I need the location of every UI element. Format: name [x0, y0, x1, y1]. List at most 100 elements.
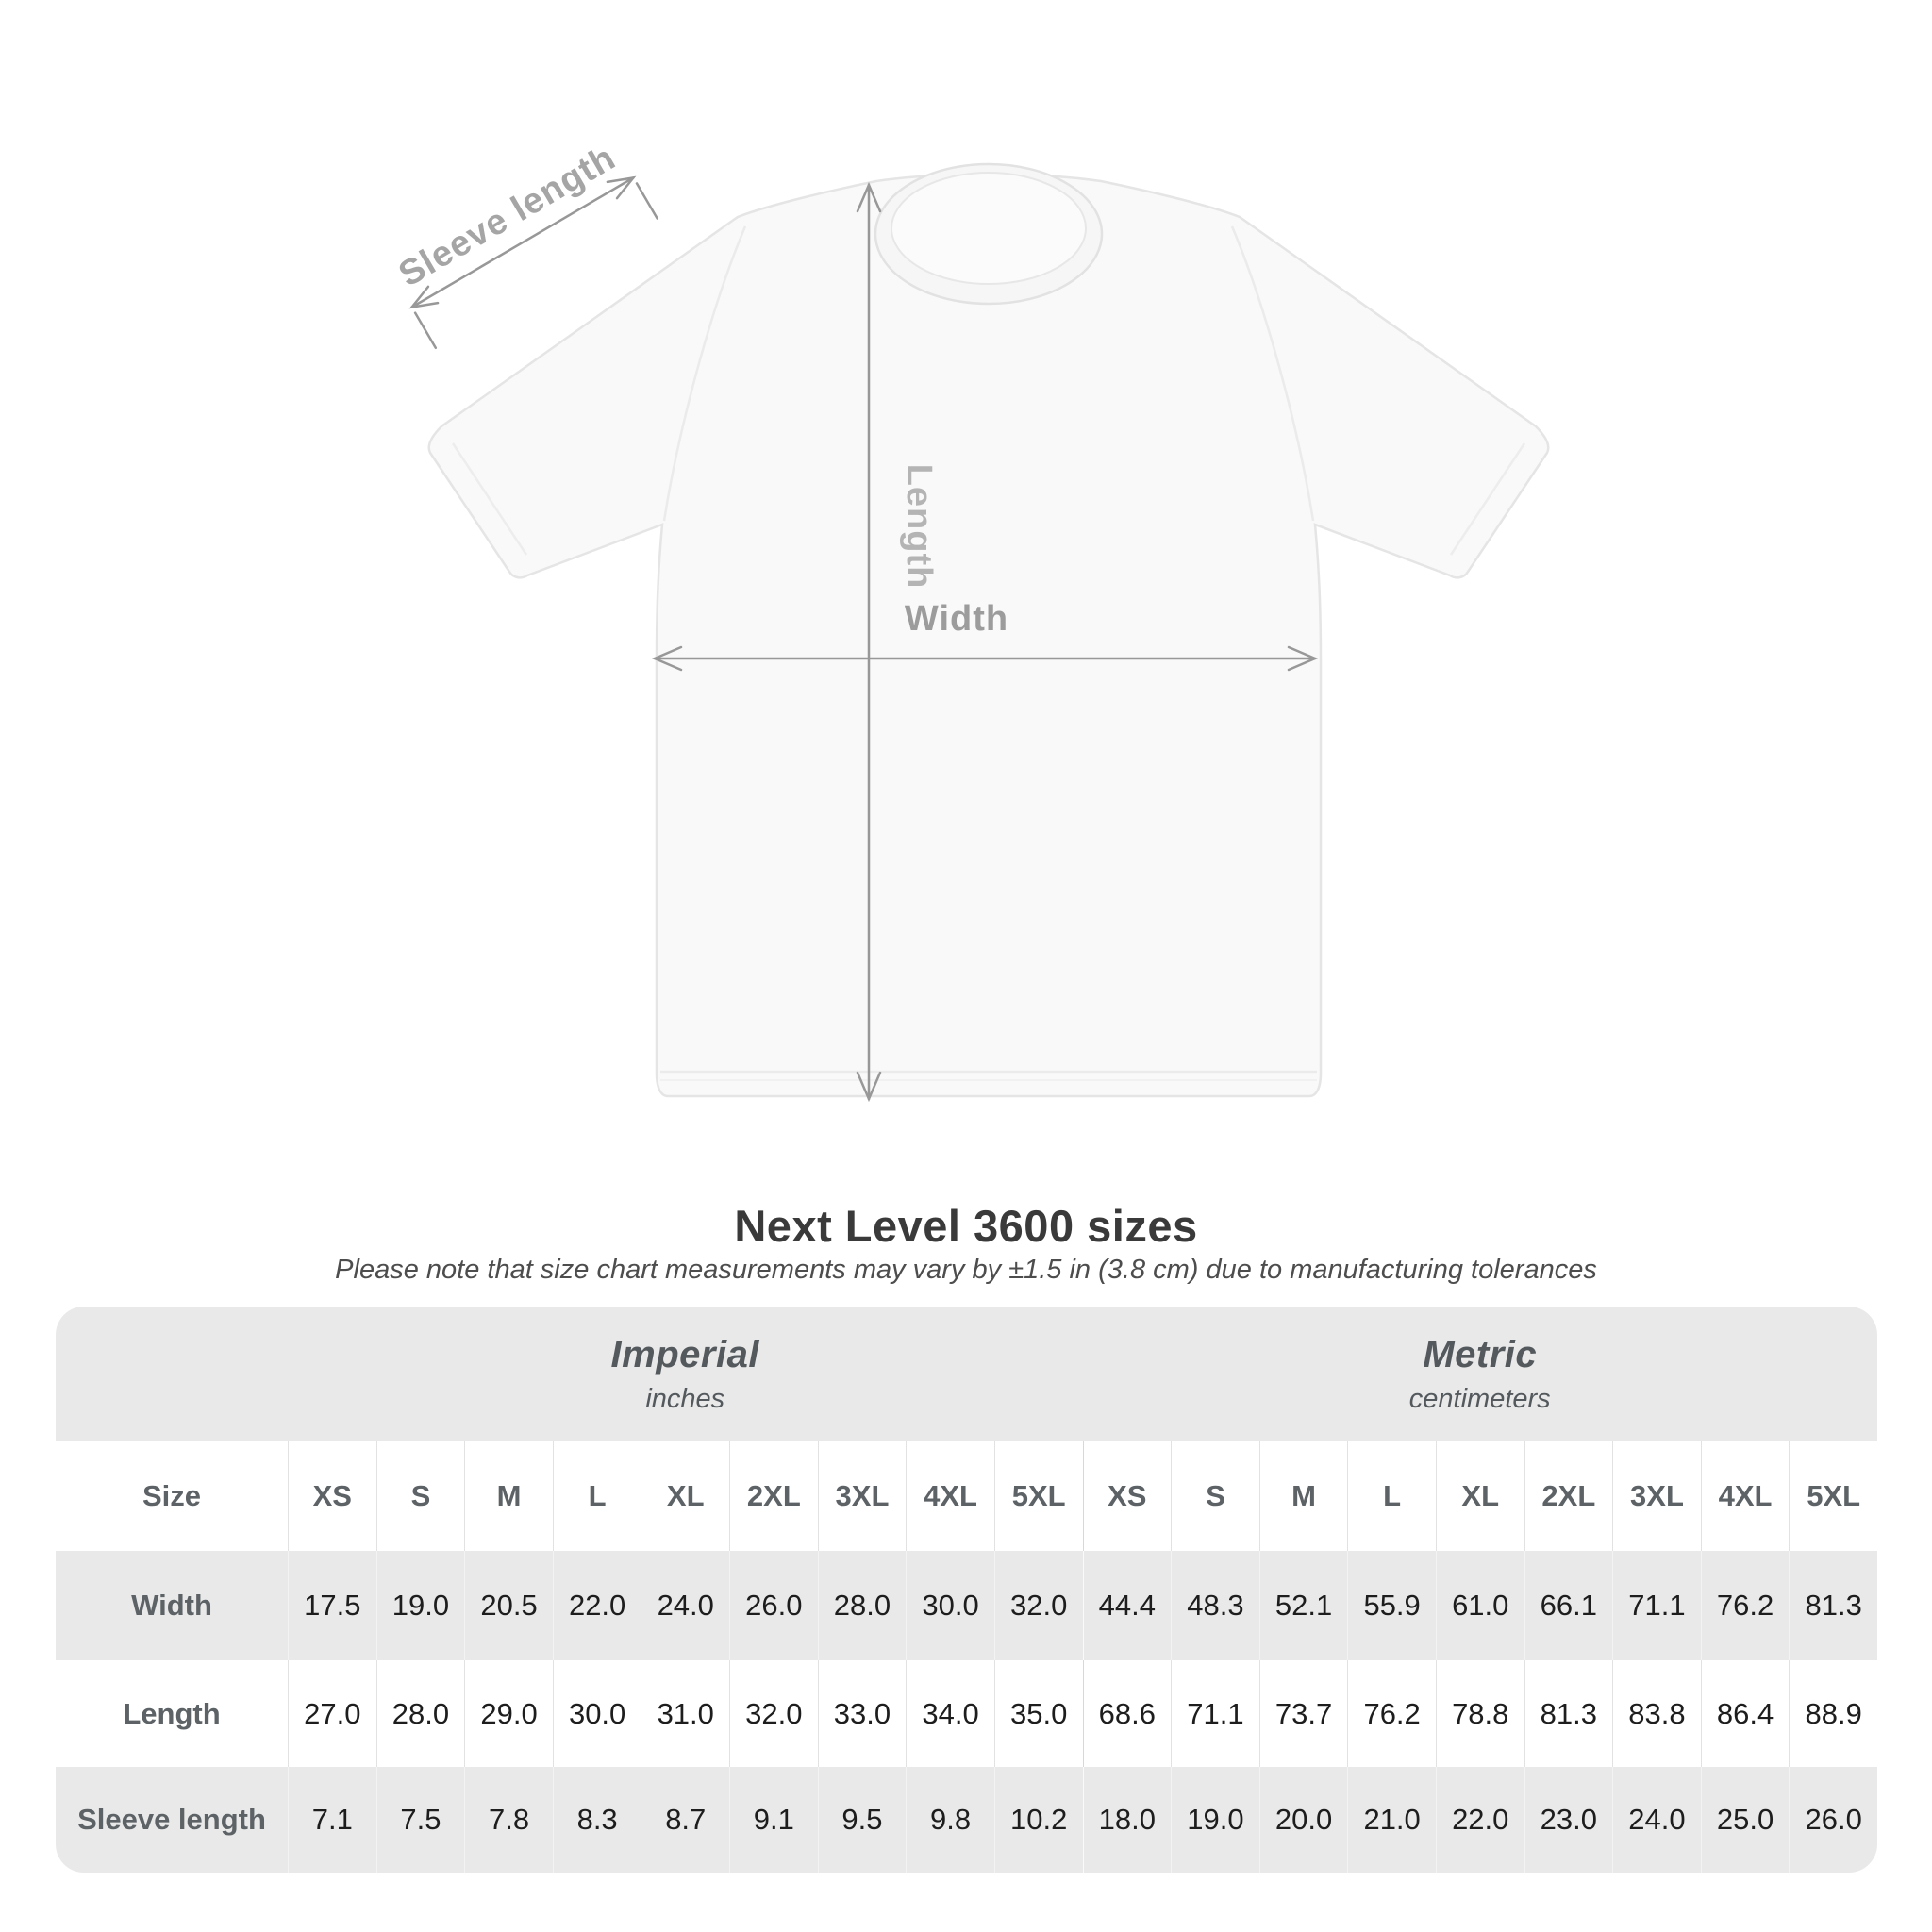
length-label: Length: [899, 464, 939, 590]
row-label-width: Width: [131, 1589, 212, 1622]
size-header-metric-4xl: 4XL: [1700, 1441, 1790, 1551]
page-title: Next Level 3600 sizes: [734, 1201, 1198, 1251]
measurement-cell-imperial: 34.0: [906, 1660, 994, 1767]
measurement-cell-metric: 26.0: [1789, 1767, 1877, 1873]
size-header-imperial-5xl: 5XL: [993, 1441, 1083, 1551]
measurement-cell-imperial: 31.0: [641, 1660, 729, 1767]
metric-title: Metric: [1423, 1333, 1538, 1375]
imperial-unit: inches: [645, 1383, 725, 1414]
measurement-cell-imperial: 28.0: [817, 1551, 907, 1660]
metric-unit: centimeters: [1408, 1383, 1551, 1414]
measurement-cell-imperial: 32.0: [993, 1551, 1083, 1660]
size-header-metric-s: S: [1171, 1441, 1259, 1551]
measurement-cell-imperial: 8.7: [641, 1767, 729, 1873]
measurement-cell-metric: 76.2: [1347, 1660, 1436, 1767]
measurement-cell-metric: 23.0: [1524, 1767, 1613, 1873]
table-row-width: Width 17.5 19.0 20.5 22.0 24.0 26.0 28.0 30.0 32.…: [56, 1551, 1877, 1660]
measurement-cell-imperial: 30.0: [552, 1660, 641, 1767]
size-header-imperial-s: S: [375, 1441, 465, 1551]
measurement-cell-imperial: 20.5: [464, 1551, 553, 1660]
measurement-cell-imperial: 35.0: [993, 1660, 1083, 1767]
measurement-cell-imperial: 9.8: [906, 1767, 994, 1873]
measurement-cell-metric: 18.0: [1082, 1767, 1172, 1873]
measurement-cell-imperial: 9.5: [817, 1767, 907, 1873]
metric-header: Metric centimeters: [1083, 1307, 1878, 1441]
size-header-metric-5xl: 5XL: [1789, 1441, 1877, 1551]
measurement-cell-metric: 66.1: [1524, 1551, 1613, 1660]
cuff-stitch-left: [451, 442, 528, 556]
measurement-cell-imperial: 26.0: [729, 1551, 818, 1660]
measurement-cell-imperial: 7.8: [464, 1767, 553, 1873]
measurement-cell-metric: 83.8: [1612, 1660, 1701, 1767]
size-header-metric-2xl: 2XL: [1524, 1441, 1613, 1551]
extension-tick-left: [413, 311, 438, 350]
measurement-cell-metric: 19.0: [1171, 1767, 1259, 1873]
measurement-cell-imperial: 10.2: [993, 1767, 1083, 1873]
table-row-sleeve-length: Sleeve length 7.1 7.5 7.8 8.3 8.7 9.1 9.5 9.8 10.…: [56, 1767, 1877, 1873]
measurement-cell-metric: 44.4: [1082, 1551, 1172, 1660]
width-arrow: Width: [651, 599, 1319, 672]
measurement-cell-metric: 71.1: [1171, 1660, 1259, 1767]
size-table-body: Width 17.5 19.0 20.5 22.0 24.0 26.0 28.0 30.0 32.…: [56, 1551, 1877, 1873]
measurement-cell-imperial: 8.3: [552, 1767, 641, 1873]
measurement-cell-imperial: 19.0: [375, 1551, 465, 1660]
measurement-cell-imperial: 29.0: [464, 1660, 553, 1767]
measurement-cell-imperial: 27.0: [288, 1660, 376, 1767]
unit-header-band: Imperial inches Metric centimeters: [56, 1307, 1877, 1441]
size-table: Imperial inches Metric centimeters Size X…: [56, 1307, 1877, 1873]
measurement-cell-imperial: 22.0: [552, 1551, 641, 1660]
size-header-metric-l: L: [1347, 1441, 1436, 1551]
tshirt-illustration: [427, 162, 1550, 1098]
size-header-imperial-xl: XL: [641, 1441, 729, 1551]
measurement-cell-metric: 61.0: [1435, 1551, 1524, 1660]
measurement-cell-imperial: 24.0: [641, 1551, 729, 1660]
tolerance-note: Please note that size chart measurements…: [335, 1255, 1597, 1285]
measurement-cell-metric: 68.6: [1082, 1660, 1172, 1767]
row-label-length: Length: [123, 1696, 221, 1730]
extension-tick-right: [635, 182, 658, 220]
table-row-length: Length 27.0 28.0 29.0 30.0 31.0 32.0 33.0 34.0 35…: [56, 1660, 1877, 1767]
size-header-imperial-2xl: 2XL: [729, 1441, 818, 1551]
measurement-cell-metric: 24.0: [1612, 1767, 1701, 1873]
size-header-imperial-l: L: [552, 1441, 641, 1551]
size-header-metric-xs: XS: [1082, 1441, 1172, 1551]
measurement-cell-metric: 76.2: [1700, 1551, 1790, 1660]
measurement-cell-imperial: 7.5: [375, 1767, 465, 1873]
measurement-cell-imperial: 7.1: [288, 1767, 376, 1873]
size-header-metric-m: M: [1258, 1441, 1348, 1551]
armhole-seam-left: [662, 225, 747, 522]
measurement-cell-metric: 81.3: [1524, 1660, 1613, 1767]
measurement-cell-metric: 55.9: [1347, 1551, 1436, 1660]
tshirt-diagram: Sleeve length Length Width: [392, 138, 1550, 1103]
width-label: Width: [905, 599, 1008, 639]
measurement-cell-metric: 48.3: [1171, 1551, 1259, 1660]
measurement-cell-metric: 86.4: [1700, 1660, 1790, 1767]
imperial-title: Imperial: [610, 1333, 759, 1375]
measurement-cell-imperial: 28.0: [375, 1660, 465, 1767]
measurement-cell-metric: 71.1: [1612, 1551, 1701, 1660]
measurement-cell-metric: 25.0: [1700, 1767, 1790, 1873]
imperial-header: Imperial inches: [288, 1307, 1083, 1441]
size-header-imperial-3xl: 3XL: [817, 1441, 907, 1551]
size-header-imperial-4xl: 4XL: [906, 1441, 994, 1551]
measurement-cell-metric: 73.7: [1258, 1660, 1348, 1767]
size-header-imperial-m: M: [464, 1441, 553, 1551]
measurement-cell-metric: 81.3: [1789, 1551, 1877, 1660]
measurement-cell-metric: 78.8: [1435, 1660, 1524, 1767]
measurement-cell-metric: 22.0: [1435, 1767, 1524, 1873]
tshirt-body: [427, 173, 1550, 1098]
size-header-metric-xl: XL: [1435, 1441, 1524, 1551]
size-header-metric-3xl: 3XL: [1612, 1441, 1701, 1551]
measurement-cell-imperial: 9.1: [729, 1767, 818, 1873]
armhole-seam-right: [1230, 225, 1315, 522]
measurement-cell-metric: 21.0: [1347, 1767, 1436, 1873]
size-header-row: Size XS S M L XL 2XL 3XL 4XL 5XL XS S M L XL 2XL 3XL 4XL 5…: [56, 1441, 1877, 1551]
measurement-cell-metric: 20.0: [1258, 1767, 1348, 1873]
measurement-cell-metric: 88.9: [1789, 1660, 1877, 1767]
row-label-sleeve-length: Sleeve length: [77, 1803, 266, 1836]
unit-band-spacer: [56, 1307, 288, 1441]
measurement-cell-imperial: 17.5: [288, 1551, 376, 1660]
size-header-imperial-xs: XS: [288, 1441, 376, 1551]
measurement-cell-imperial: 32.0: [729, 1660, 818, 1767]
